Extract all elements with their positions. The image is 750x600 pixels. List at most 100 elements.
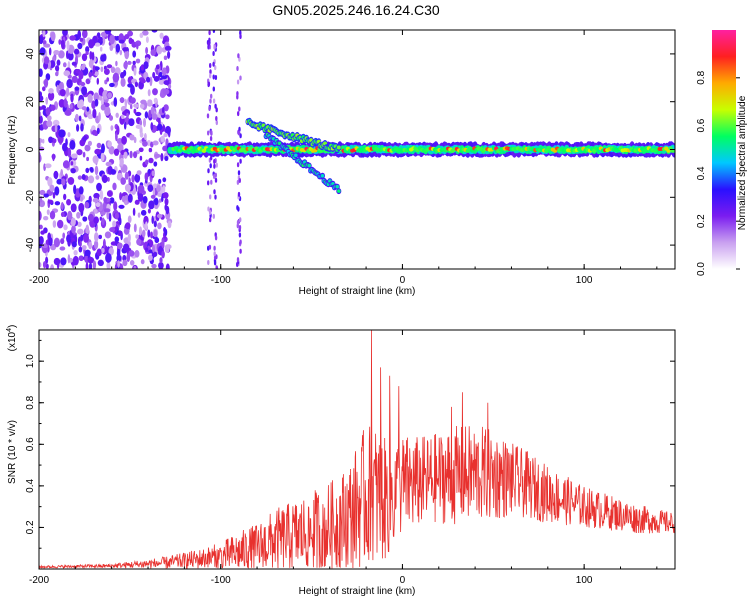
spectrogram-noise-cell xyxy=(121,114,125,120)
spectrogram-noise-cell xyxy=(137,192,144,202)
spectrogram-noise-cell xyxy=(92,108,97,119)
spectrogram-noise-cell xyxy=(62,232,66,239)
spectrogram-noise-cell xyxy=(76,149,83,156)
spectrogram-noise-cell xyxy=(113,201,118,211)
spectrogram-noise-cell xyxy=(70,161,74,166)
spectrogram-noise-cell xyxy=(50,31,56,42)
spectrogram-noise-cell xyxy=(105,161,112,167)
spectrogram-noise-cell xyxy=(63,98,68,108)
spectrogram-noise-cell xyxy=(42,40,47,45)
spectrogram-noise-cell xyxy=(61,178,66,186)
spectrogram-noise-cell xyxy=(101,217,105,226)
spectrogram-noise-cell xyxy=(53,49,60,56)
spectrogram-streak-cell xyxy=(239,239,242,245)
spectrogram-noise-cell xyxy=(59,246,66,251)
spectrogram-noise-cell xyxy=(119,97,125,103)
spectrogram-noise-cell xyxy=(142,196,148,204)
spectrogram-noise-cell xyxy=(52,138,57,144)
spectrogram-noise-cell xyxy=(58,50,65,59)
spectrogram-noise-cell xyxy=(73,249,78,256)
spectrogram-noise-cell xyxy=(39,115,43,124)
spectrogram-streak-cell xyxy=(214,103,217,109)
spectrogram-streak-cell xyxy=(236,179,240,185)
spectrogram-noise-cell xyxy=(119,49,123,56)
spectrogram-noise-cell xyxy=(45,263,49,269)
spectrogram-noise-cell xyxy=(77,42,83,50)
spectrogram-branch-peak xyxy=(337,189,341,193)
spectrogram-noise-cell xyxy=(155,64,160,70)
spectrogram-noise-cell xyxy=(140,259,145,265)
spectrogram-streak-cell xyxy=(237,206,240,212)
spectrogram-noise-cell xyxy=(101,143,105,154)
spectrogram-noise-cell xyxy=(45,96,49,105)
spectrogram-noise-cell xyxy=(53,257,61,266)
spectrogram-noise-cell xyxy=(132,50,137,58)
spectrogram-noise-cell xyxy=(113,148,120,156)
spectrogram-noise-cell xyxy=(129,134,135,141)
spectrogram-noise-cell xyxy=(104,231,112,239)
spectrogram-streak-cell xyxy=(213,260,217,266)
colorbar-tick-label: 0.0 xyxy=(696,262,707,276)
spectrogram-noise-cell xyxy=(145,36,149,43)
spectrogram-streak-cell xyxy=(214,65,217,71)
spectrogram-noise-cell xyxy=(144,159,149,165)
spectrogram-streak-cell xyxy=(215,120,218,126)
colorbar-label: Normalized spectral amplitude xyxy=(737,95,748,230)
spectrogram-noise-cell xyxy=(91,129,98,136)
spectrogram-noise-cell xyxy=(82,135,88,142)
spectrogram-noise-cell xyxy=(101,174,108,184)
spectrogram-streak-cell xyxy=(215,116,218,121)
spectrogram-noise-cell xyxy=(73,184,77,195)
spectrogram-noise-cell xyxy=(138,226,143,236)
spectrogram-noise-cell xyxy=(160,135,165,143)
spectrogram-noise-cell xyxy=(103,196,108,203)
spectrogram-noise-cell xyxy=(58,39,62,45)
spectrogram-noise-cell xyxy=(39,236,44,245)
spectrogram-noise-cell xyxy=(54,186,60,196)
snr-y-scale: (x104) xyxy=(6,325,18,352)
spectrogram-noise-cell xyxy=(77,30,82,40)
spectrogram-noise-cell xyxy=(117,260,120,268)
spectrogram-noise-cell xyxy=(79,240,82,247)
spectrogram-noise-cell xyxy=(151,113,158,120)
spectrogram-noise-cell xyxy=(161,74,168,80)
spectrogram-streak-cell xyxy=(206,113,210,119)
spectrogram-noise-cell xyxy=(150,231,153,239)
spectrogram-noise-cell xyxy=(156,45,163,55)
spectrogram-noise-cell xyxy=(103,208,111,213)
spectrogram-streak-cell xyxy=(236,66,239,71)
spectrogram-noise-cell xyxy=(126,112,129,119)
spectrogram-noise-cell xyxy=(124,33,130,40)
spectrogram-noise-cell xyxy=(98,111,101,122)
spectrogram-noise-cell xyxy=(50,104,56,111)
snr-x-tick-label: -100 xyxy=(211,575,231,586)
spectrogram-noise-cell xyxy=(154,237,160,244)
spectrogram-noise-cell xyxy=(81,174,86,180)
spectrogram-noise-cell xyxy=(65,87,70,97)
spectrogram-noise-cell xyxy=(87,256,95,264)
colorbar-tick-label: 0.8 xyxy=(696,70,707,84)
spectrogram-streak-cell xyxy=(207,168,210,174)
spectrogram-noise-cell xyxy=(142,140,148,147)
spectrogram-noise-cell xyxy=(60,39,65,49)
spectrogram-noise-cell xyxy=(116,254,122,262)
spectrogram-noise-cell xyxy=(133,108,137,114)
spectrogram-noise-cell xyxy=(77,175,83,180)
spectrogram-streak-cell xyxy=(207,81,211,87)
spectrogram-noise-cell xyxy=(135,234,139,239)
spectrogram-y-label: Frequency (Hz) xyxy=(7,116,18,185)
spectrogram-noise-cell xyxy=(152,88,158,96)
spectrogram-noise-cell xyxy=(52,220,57,228)
spectrogram-noise-cell xyxy=(153,220,157,228)
spectrogram-y-tick-label: 0 xyxy=(25,146,36,152)
spectrogram-noise-cell xyxy=(74,113,79,122)
spectrogram-noise-cell xyxy=(43,216,49,221)
spectrogram-streak-cell xyxy=(207,180,210,186)
spectrogram-noise-cell xyxy=(53,237,61,248)
spectrogram-noise-cell xyxy=(148,254,153,261)
spectrogram-noise-cell xyxy=(119,192,123,201)
spectrogram-noise-cell xyxy=(122,110,128,116)
chart-title: GN05.2025.246.16.24.C30 xyxy=(272,2,440,18)
spectrogram-streak-cell xyxy=(237,191,241,197)
